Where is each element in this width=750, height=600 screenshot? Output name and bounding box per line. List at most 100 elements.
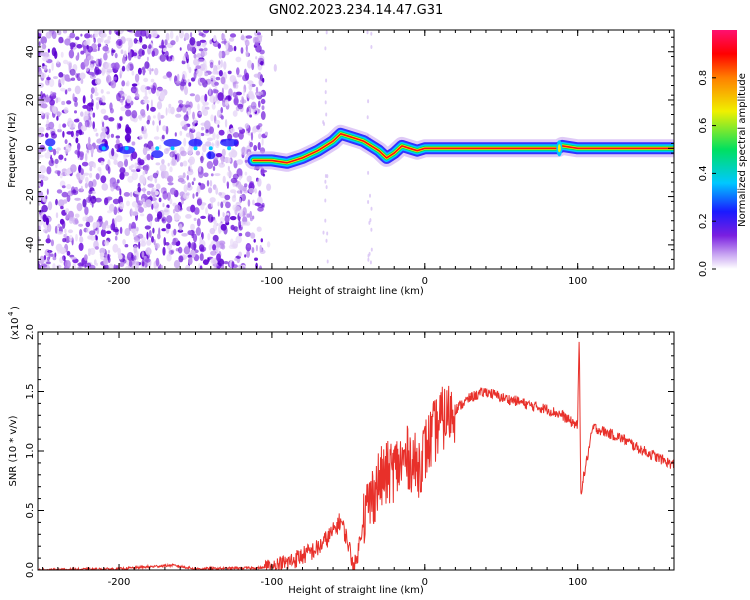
noise-speckle <box>238 264 244 269</box>
noise-speckle <box>46 261 51 265</box>
y-tick-label: 0.5 <box>25 503 36 519</box>
noise-speckle <box>176 107 181 113</box>
noise-speckle <box>229 33 237 38</box>
y-tick-label: 1.5 <box>25 384 36 400</box>
noise-speckle <box>46 188 49 195</box>
noise-speckle <box>63 146 66 150</box>
noise-speckle <box>202 109 209 116</box>
noise-speckle <box>367 200 370 204</box>
noise-speckle <box>143 77 149 83</box>
noise-speckle <box>166 253 172 262</box>
noise-speckle <box>188 166 191 172</box>
noise-speckle <box>133 38 138 44</box>
noise-speckle <box>155 183 161 190</box>
noise-speckle <box>90 235 96 241</box>
noise-speckle <box>204 93 208 102</box>
noise-speckle <box>103 257 109 266</box>
noise-speckle <box>257 178 262 187</box>
noise-speckle <box>122 239 126 245</box>
noise-speckle <box>157 233 161 240</box>
snr-scale-base: (x10 <box>10 317 21 340</box>
noise-speckle <box>221 244 226 250</box>
noise-speckle <box>56 189 63 194</box>
noise-speckle <box>222 175 226 184</box>
noise-speckle <box>242 88 245 97</box>
noise-speckle <box>99 247 106 255</box>
noise-speckle <box>246 250 251 258</box>
noise-speckle <box>162 202 165 208</box>
noise-speckle <box>125 124 130 132</box>
noise-speckle <box>95 235 98 241</box>
noise-speckle <box>205 141 212 147</box>
noise-speckle <box>75 36 80 41</box>
noise-speckle <box>100 108 107 115</box>
noise-speckle <box>257 109 261 114</box>
noise-speckle <box>117 253 123 260</box>
noise-speckle <box>173 260 181 269</box>
noise-speckle <box>176 73 180 82</box>
noise-speckle <box>174 154 178 160</box>
noise-speckle <box>113 68 117 73</box>
noise-speckle <box>161 39 165 48</box>
noise-speckle <box>221 148 226 157</box>
noise-speckle <box>169 30 174 39</box>
noise-speckle <box>367 257 370 262</box>
noise-speckle <box>231 148 235 155</box>
noise-speckle <box>189 46 196 52</box>
noise-speckle <box>66 183 72 190</box>
noise-speckle <box>151 203 154 210</box>
noise-speckle <box>110 133 114 138</box>
noise-speckle <box>111 148 115 157</box>
noise-speckle <box>85 176 89 183</box>
noise-speckle <box>205 129 209 134</box>
noise-speckle <box>146 56 149 62</box>
noise-speckle <box>218 192 223 196</box>
noise-speckle <box>183 184 188 193</box>
noise-speckle <box>254 188 257 194</box>
noise-speckle <box>245 50 249 57</box>
noise-speckle <box>70 130 74 138</box>
noise-speckle <box>38 263 41 269</box>
noise-speckle <box>104 240 110 246</box>
noise-speckle <box>224 49 230 56</box>
noise-speckle <box>118 123 122 129</box>
noise-speckle <box>87 46 93 53</box>
noise-speckle <box>246 244 252 248</box>
noise-speckle <box>66 195 71 202</box>
noise-speckle <box>216 133 220 140</box>
noise-speckle <box>202 30 210 34</box>
noise-speckle <box>220 115 224 120</box>
noise-speckle <box>216 222 219 227</box>
noise-speckle <box>232 81 237 89</box>
noise-speckle <box>211 103 216 110</box>
noise-speckle <box>119 188 122 196</box>
noise-speckle <box>130 228 138 232</box>
noise-speckle <box>46 77 51 81</box>
spectrogram-ylabel: Frequency (Hz) <box>7 112 18 188</box>
noise-speckle <box>199 244 205 252</box>
noise-speckle <box>84 254 88 261</box>
noise-speckle <box>324 46 327 51</box>
noise-speckle <box>104 39 111 44</box>
noise-speckle <box>135 194 139 203</box>
noise-speckle <box>153 239 156 246</box>
x-tick-label: -200 <box>108 577 131 588</box>
noise-speckle <box>116 38 123 46</box>
noise-speckle <box>221 33 226 40</box>
noise-speckle <box>196 218 201 227</box>
noise-speckle <box>45 31 52 39</box>
noise-speckle <box>98 215 103 222</box>
y-tick-label: 0 <box>25 145 36 151</box>
noise-speckle <box>241 96 245 106</box>
noise-speckle <box>184 86 188 96</box>
noise-speckle <box>367 99 370 104</box>
snr-ylabel: SNR (10 * v/v) <box>8 415 19 486</box>
noise-speckle <box>44 112 50 116</box>
noise-speckle <box>198 166 202 172</box>
noise-speckle <box>215 94 218 102</box>
noise-speckle <box>101 183 109 191</box>
noise-speckle <box>190 32 193 38</box>
noise-speckle <box>369 218 372 223</box>
noise-speckle <box>190 77 196 82</box>
